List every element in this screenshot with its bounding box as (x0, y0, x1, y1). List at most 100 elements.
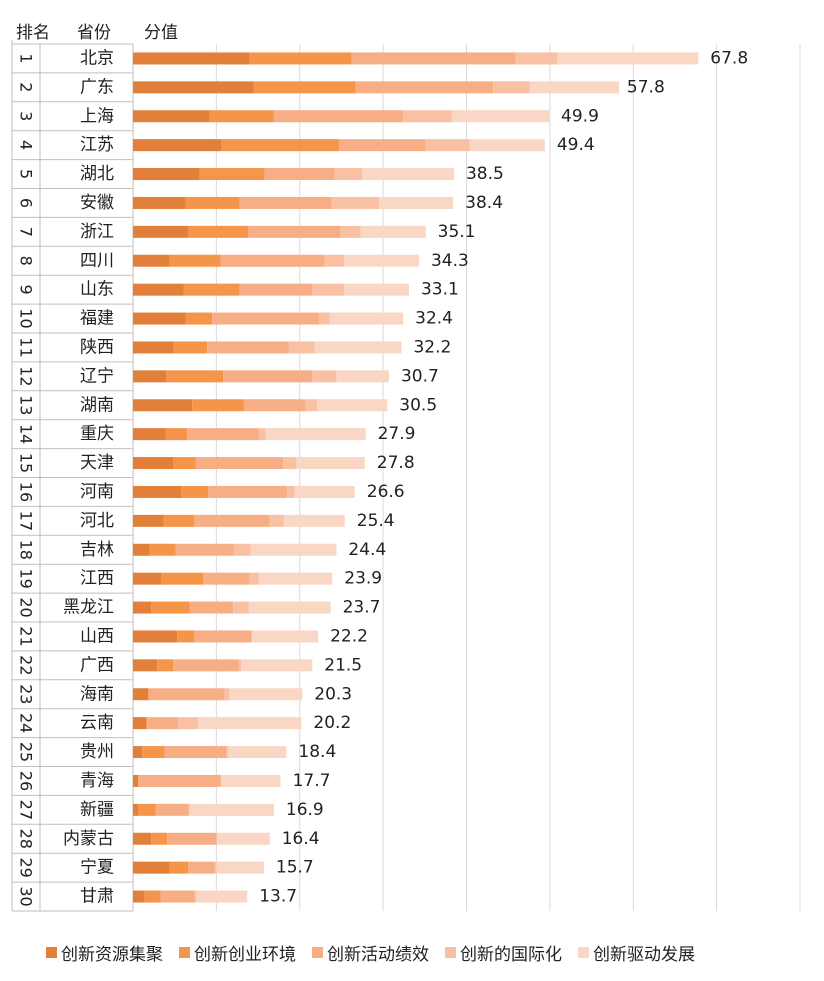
bar-segment-2 (163, 514, 195, 527)
rank-label: 7 (17, 227, 36, 237)
bar-segment-5 (196, 890, 248, 903)
legend-swatch (179, 947, 190, 958)
legend-item-resources: 创新资源集聚 (46, 940, 163, 965)
bar-segment-5 (189, 803, 274, 816)
bar-segment-4 (340, 225, 361, 238)
bar-segment-3 (351, 52, 516, 65)
rank-label: 10 (17, 308, 36, 328)
bar-segment-2 (144, 890, 161, 903)
bar-segment-4 (324, 254, 344, 267)
bar-segment-4 (312, 283, 344, 296)
bar-segment-1 (133, 543, 150, 556)
province-label: 福建 (80, 309, 114, 329)
total-value-label: 22.2 (330, 626, 368, 646)
bar-segment-4 (258, 428, 266, 441)
bar-segment-1 (133, 832, 152, 845)
rank-label: 20 (17, 597, 36, 617)
province-label: 吉林 (80, 540, 114, 560)
province-label: 湖南 (80, 395, 114, 415)
bar-segment-3 (203, 572, 250, 585)
province-label: 安徽 (80, 193, 114, 213)
bar-segment-1 (133, 168, 200, 181)
rank-label: 15 (17, 453, 36, 473)
province-label: 宁夏 (80, 858, 114, 878)
bar-segment-2 (165, 428, 188, 441)
bar-segment-2 (173, 341, 208, 354)
bar-segment-5 (343, 283, 409, 296)
bar-segment-1 (133, 688, 149, 701)
legend-swatch (312, 947, 323, 958)
total-value-label: 32.2 (413, 337, 451, 357)
bar-segment-3 (239, 283, 313, 296)
bar-segment-5 (451, 110, 550, 123)
total-value-label: 49.9 (561, 106, 599, 126)
bar-segment-4 (493, 81, 530, 94)
legend-label: 创新驱动发展 (593, 945, 695, 965)
province-label: 江苏 (80, 135, 114, 155)
bar-segment-2 (173, 457, 196, 470)
legend-label: 创新创业环境 (194, 945, 296, 965)
bar-segment-1 (133, 139, 222, 152)
bar-segment-3 (160, 890, 195, 903)
bar-segment-4 (188, 803, 190, 816)
total-value-label: 24.4 (348, 540, 386, 560)
bar-segment-2 (185, 312, 213, 325)
bar-segment-1 (133, 746, 143, 759)
bar-segment-3 (195, 457, 284, 470)
province-label: 贵州 (80, 742, 114, 762)
bar-segment-3 (243, 399, 306, 412)
bar-segment-2 (192, 399, 244, 412)
bar-segment-3 (248, 225, 341, 238)
total-value-label: 32.4 (415, 309, 453, 329)
bar-segment-2 (185, 196, 240, 209)
province-label: 广西 (80, 655, 114, 675)
bar-segment-1 (133, 457, 174, 470)
total-value-label: 33.1 (421, 280, 459, 300)
bar-segment-1 (133, 485, 182, 498)
rank-label: 21 (17, 626, 36, 646)
bar-segment-2 (146, 717, 148, 730)
bar-segment-5 (329, 312, 404, 325)
province-label: 江西 (80, 569, 114, 589)
province-label: 云南 (80, 713, 114, 733)
bar-segment-5 (314, 341, 402, 354)
province-label: 海南 (80, 684, 114, 704)
rank-label: 6 (17, 198, 36, 208)
bar-segment-4 (233, 543, 251, 556)
bar-segment-4 (515, 52, 558, 65)
bar-segment-3 (273, 110, 404, 123)
rank-label: 22 (17, 655, 36, 675)
rank-label: 30 (17, 886, 36, 906)
bar-segment-2 (151, 601, 190, 614)
chart-legend: 创新资源集聚 创新创业环境 创新活动绩效 创新的国际化 创新驱动发展 (46, 940, 711, 965)
total-value-label: 21.5 (324, 655, 362, 675)
bar-segment-1 (133, 659, 158, 672)
bar-segment-3 (164, 746, 227, 759)
province-label: 湖北 (80, 164, 114, 184)
bar-segment-3 (355, 81, 494, 94)
bar-segment-5 (362, 168, 454, 181)
bar-segment-5 (378, 196, 454, 209)
score-column-header: 分值 (144, 23, 178, 43)
bar-segment-5 (317, 399, 388, 412)
bar-segment-3 (223, 370, 313, 383)
bar-segment-2 (161, 572, 204, 585)
bar-segment-1 (133, 399, 193, 412)
province-label: 北京 (80, 48, 114, 68)
legend-label: 创新的国际化 (460, 945, 562, 965)
bar-segment-4 (194, 890, 197, 903)
total-value-label: 20.2 (313, 713, 351, 733)
bar-segment-1 (133, 196, 186, 209)
bar-segment-2 (157, 659, 174, 672)
legend-swatch (445, 947, 456, 958)
bar-segment-3 (155, 803, 189, 816)
bar-segment-3 (338, 139, 426, 152)
legend-item-internationalization: 创新的国际化 (445, 940, 562, 965)
bar-segment-3 (220, 254, 325, 267)
rank-label: 14 (17, 424, 36, 444)
bar-segment-1 (133, 225, 189, 238)
total-value-label: 26.6 (367, 482, 405, 502)
bar-segment-4 (288, 341, 315, 354)
bar-segment-2 (169, 861, 189, 874)
